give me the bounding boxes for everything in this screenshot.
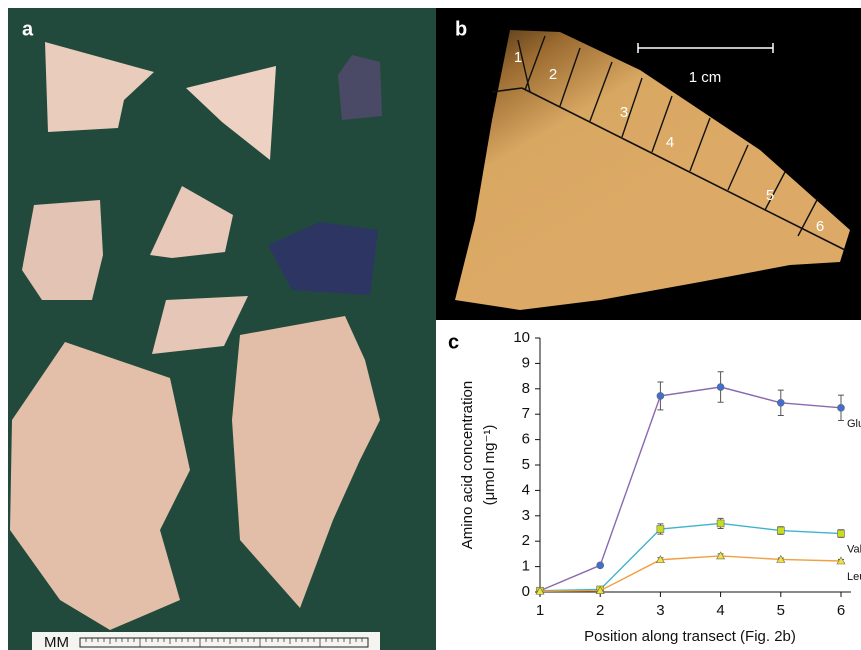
marker [656,392,665,400]
y-tick-label: 1 [522,558,530,575]
segment-number: 1 [514,49,522,66]
marker [596,561,605,570]
marker [595,586,605,595]
marker [655,555,665,564]
marker [716,519,725,528]
segment-number: 2 [549,66,557,83]
marker [776,526,785,535]
marker [837,404,845,412]
segment-number: 3 [620,104,628,121]
marker [837,529,845,538]
marker [656,525,665,533]
x-tick-label: 2 [596,602,604,619]
panel-a-photo [8,8,436,650]
x-tick-label: 1 [536,602,544,619]
x-axis-label: Position along transect (Fig. 2b) [584,628,796,645]
y-tick-label: 4 [522,481,530,498]
panel-label: c [448,331,459,353]
marker [776,398,785,407]
x-tick-label: 5 [777,602,785,619]
y-tick-label: 10 [513,329,530,346]
series-line [539,522,842,592]
panel-label: a [22,18,34,40]
segment-number: 4 [666,134,674,151]
y-tick-label: 2 [522,532,530,549]
scale-label: 1 cm [689,69,722,86]
series-label: Val [847,543,861,555]
series-line [539,386,842,592]
x-tick-label: 4 [716,602,724,619]
series-label: Glu [847,418,861,430]
segment-number: 6 [816,218,824,235]
marker [836,556,846,565]
x-tick-label: 6 [837,602,845,619]
y-tick-label: 7 [522,405,530,422]
y-tick-label: 9 [522,354,530,371]
marker [776,554,786,563]
y-tick-label: 5 [522,456,530,473]
y-axis-label: Amino acid concentration [459,381,476,549]
y-tick-label: 0 [522,583,530,600]
marker [716,551,726,560]
segment-number: 5 [766,187,774,204]
x-tick-label: 3 [656,602,664,619]
y-tick-label: 3 [522,507,530,524]
panel-b-photo [436,8,861,320]
marker [716,383,725,391]
y-tick-label: 6 [522,431,530,448]
marker [535,586,545,595]
scale-label: MM [44,634,69,650]
series-line [539,555,842,592]
series-label: Leu [847,571,861,583]
panel-label: b [455,18,467,40]
y-axis-label: (μmol mg⁻¹) [481,425,498,506]
y-tick-label: 8 [522,380,530,397]
